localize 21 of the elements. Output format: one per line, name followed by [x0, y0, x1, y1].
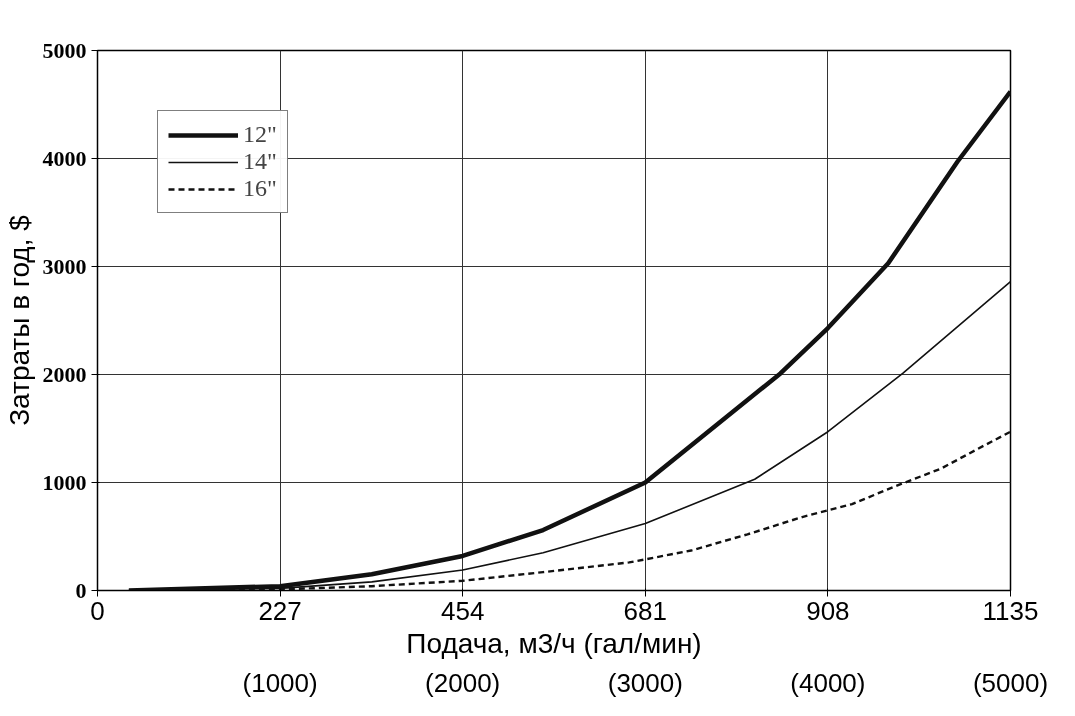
x2-tick-label: (1000): [242, 667, 318, 698]
x-tick-label: 1135: [982, 595, 1039, 626]
y-tick-label: 2000: [42, 361, 87, 387]
y-axis-title: Затраты в год, $: [3, 214, 35, 426]
x-tick-label: 454: [441, 595, 485, 626]
legend-label: 16": [243, 175, 277, 202]
y-tick-label: 1000: [42, 469, 87, 495]
x2-tick-label: (3000): [607, 667, 683, 698]
x2-tick-label: (4000): [790, 667, 866, 698]
legend-label: 14": [243, 148, 277, 175]
x2-tick-label: (2000): [425, 667, 501, 698]
x-tick-label: 908: [806, 595, 850, 626]
x2-tick-label: (5000): [972, 667, 1049, 698]
x-tick-label: 681: [623, 595, 667, 626]
y-tick-label: 4000: [42, 145, 87, 171]
x-axis-title: Подача, м3/ч (гал/мин): [406, 627, 702, 659]
x-tick-label: 227: [258, 595, 302, 626]
legend-label: 12": [243, 121, 277, 148]
y-tick-label: 5000: [42, 37, 87, 63]
y-tick-label: 3000: [42, 253, 87, 279]
y-tick-label: 0: [75, 577, 87, 603]
